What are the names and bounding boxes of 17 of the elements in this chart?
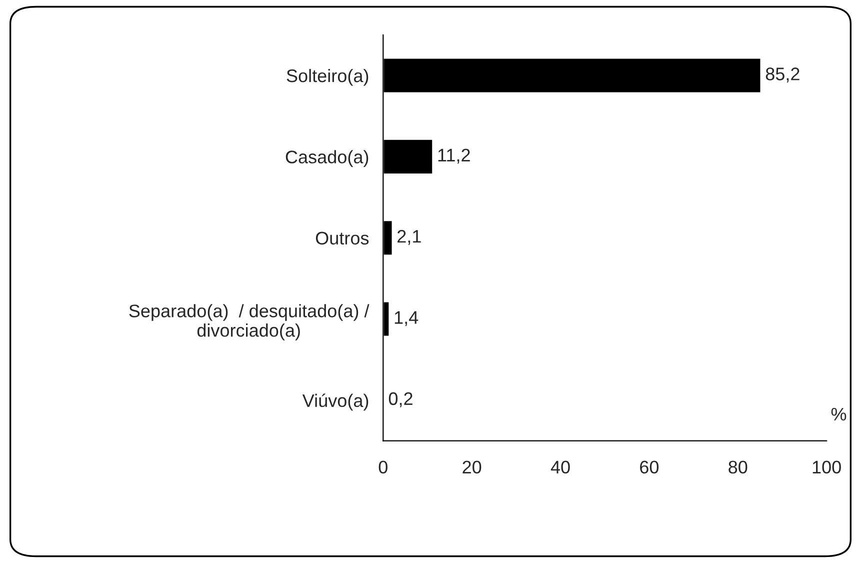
data-label: 0,2 <box>388 392 412 408</box>
y-tick-label: Casado(a) <box>286 150 368 167</box>
x-tick-label: 20 <box>462 460 482 474</box>
y-tick-label: Separado(a) / desquitado(a) / divorciado(a) <box>129 304 370 340</box>
y-tick-label: Viúvo(a) <box>302 394 368 411</box>
y-tick-label: Solteiro(a) <box>286 68 368 86</box>
x-tick-label: 0 <box>378 460 388 474</box>
x-tick-label: 100 <box>812 460 841 474</box>
data-label: 2,1 <box>398 230 421 245</box>
data-label: 1,4 <box>394 311 418 326</box>
x-axis-title: % <box>831 408 846 421</box>
x-tick-label: 40 <box>550 460 570 474</box>
x-tick-label: 80 <box>728 460 748 474</box>
data-label: 11,2 <box>438 148 470 164</box>
data-label: 85,2 <box>766 68 800 82</box>
y-tick-label: Outros <box>316 232 369 245</box>
x-tick-label: 60 <box>640 460 659 474</box>
